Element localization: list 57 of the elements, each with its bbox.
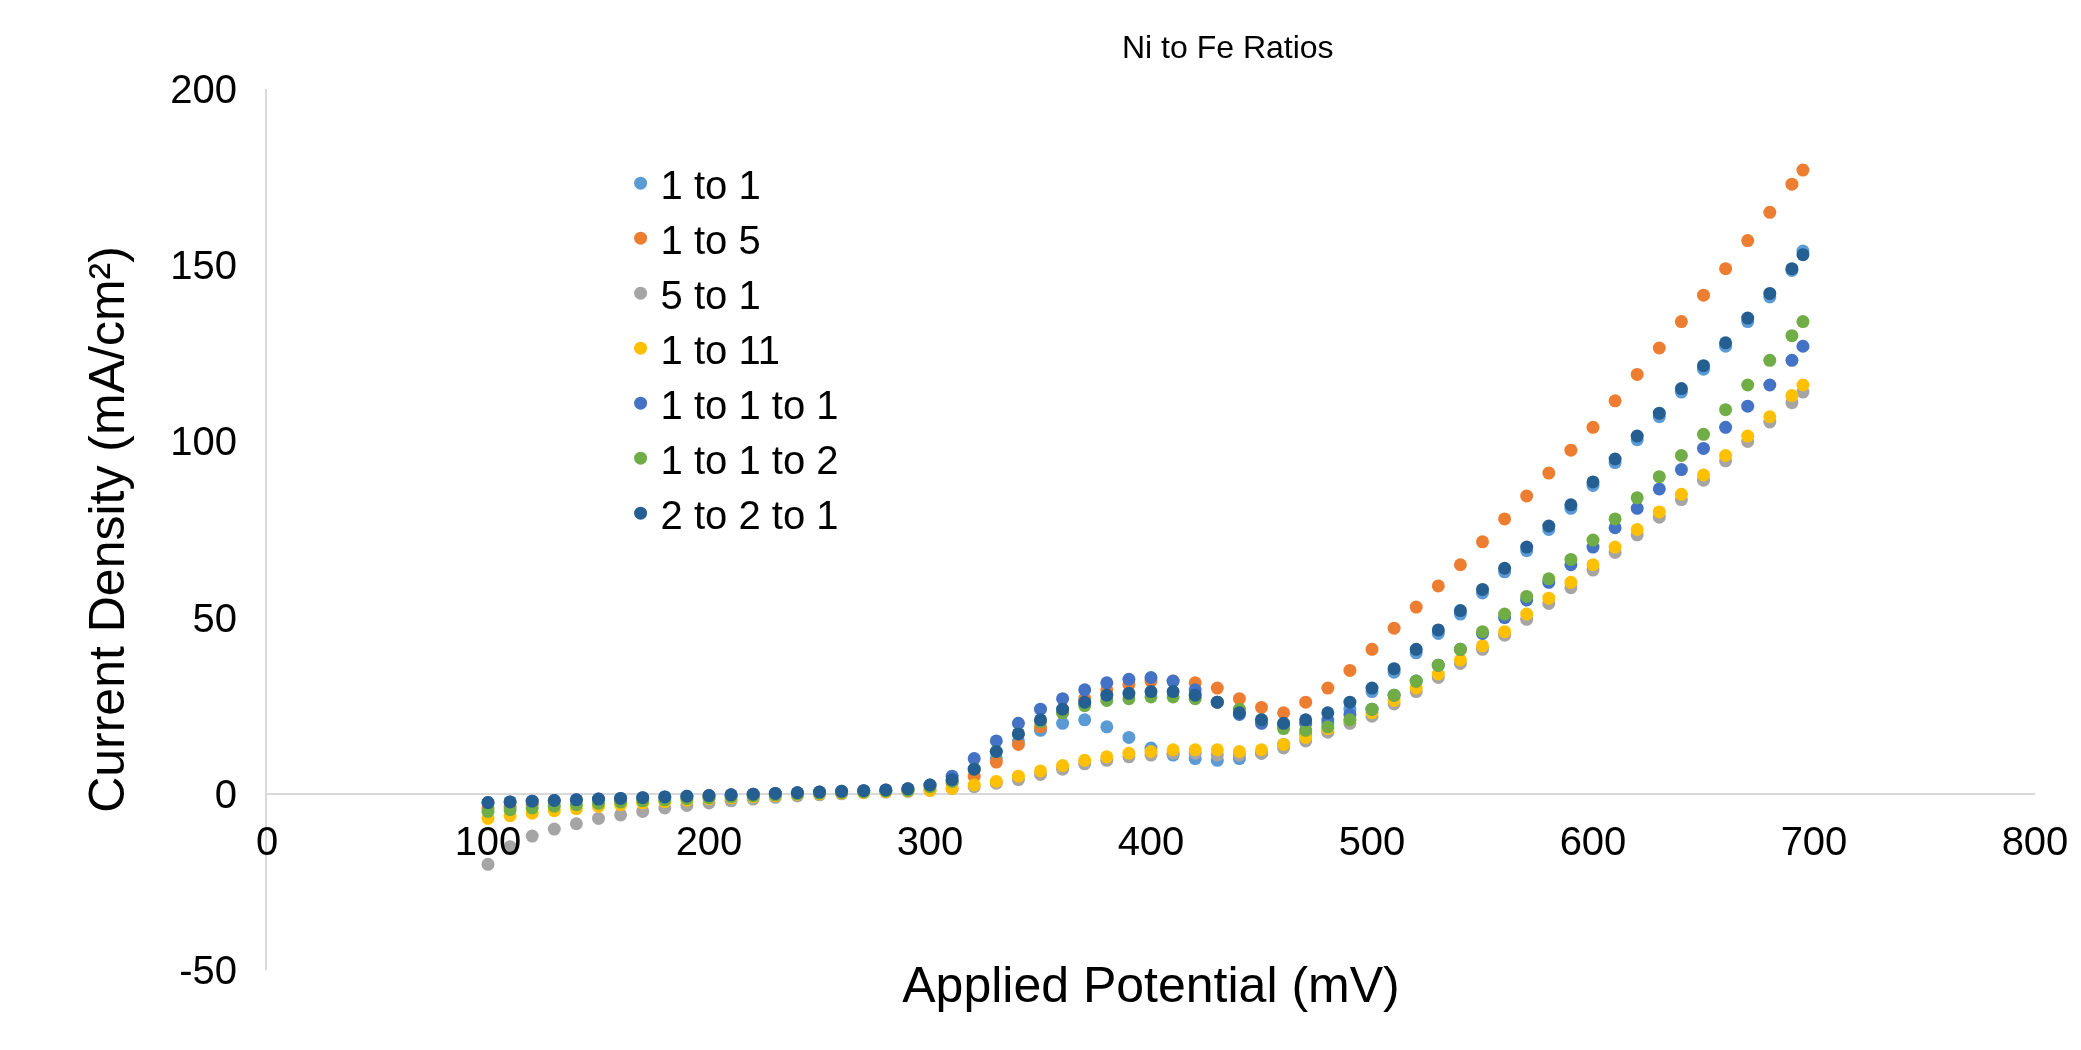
x-tick-label: 0 — [255, 818, 279, 863]
point — [1056, 716, 1070, 730]
point — [1564, 443, 1578, 457]
y-tick-label: 150 — [170, 243, 237, 288]
point — [1431, 579, 1445, 593]
legend-label: 1 to 5 — [660, 217, 761, 262]
point — [1453, 558, 1467, 572]
legend-label: 2 to 2 to 1 — [660, 492, 839, 537]
y-axis-title: Current Density (mA/cm²) — [78, 246, 135, 813]
legend-label: 1 to 1 to 2 — [660, 437, 839, 482]
y-tick-label: 100 — [170, 419, 237, 464]
x-tick-label: 400 — [1117, 818, 1185, 863]
point — [1255, 700, 1268, 714]
y-tick-label: 200 — [170, 67, 237, 111]
point — [1630, 367, 1644, 381]
point — [1608, 394, 1622, 408]
point — [1586, 420, 1600, 434]
x-tick-label: 600 — [1559, 818, 1627, 863]
x-tick-label: 100 — [454, 818, 522, 863]
legend-label: 1 to 1 — [660, 162, 761, 207]
point — [1365, 642, 1379, 656]
x-tick-label: 700 — [1780, 818, 1848, 863]
point — [1674, 315, 1688, 329]
y-tick-label: 0 — [214, 771, 237, 816]
x-tick-label: 800 — [2001, 818, 2069, 863]
point — [1343, 663, 1357, 677]
legend-label: 1 to 11 — [660, 327, 780, 372]
point — [1520, 489, 1534, 503]
point — [1763, 205, 1777, 219]
point — [1498, 512, 1512, 526]
legend-label: 1 to 1 to 1 — [660, 382, 839, 427]
y-tick-label: 50 — [192, 595, 237, 640]
point — [1078, 713, 1092, 727]
y-tick-label: -50 — [179, 948, 237, 992]
point — [1387, 621, 1401, 635]
point — [1299, 695, 1313, 709]
chart-title: Ni to Fe Ratios — [1121, 29, 1334, 66]
point — [1697, 288, 1710, 302]
legend-label: 5 to 1 — [660, 272, 761, 317]
point — [1476, 535, 1489, 549]
point — [1741, 234, 1755, 248]
point — [1122, 730, 1136, 744]
point — [1210, 681, 1224, 695]
point — [1785, 177, 1799, 191]
point — [1409, 600, 1423, 614]
point — [1277, 706, 1291, 720]
point — [1321, 681, 1335, 695]
point — [1232, 692, 1246, 706]
x-tick-label: 200 — [675, 818, 743, 863]
point — [1719, 262, 1733, 276]
x-tick-label: 500 — [1338, 818, 1406, 863]
x-axis-title: Applied Potential (mV) — [902, 957, 1400, 1014]
point — [1796, 163, 1810, 177]
point — [1652, 341, 1666, 355]
point — [1542, 466, 1556, 480]
x-tick-label: 300 — [896, 818, 964, 863]
point — [1100, 720, 1114, 734]
